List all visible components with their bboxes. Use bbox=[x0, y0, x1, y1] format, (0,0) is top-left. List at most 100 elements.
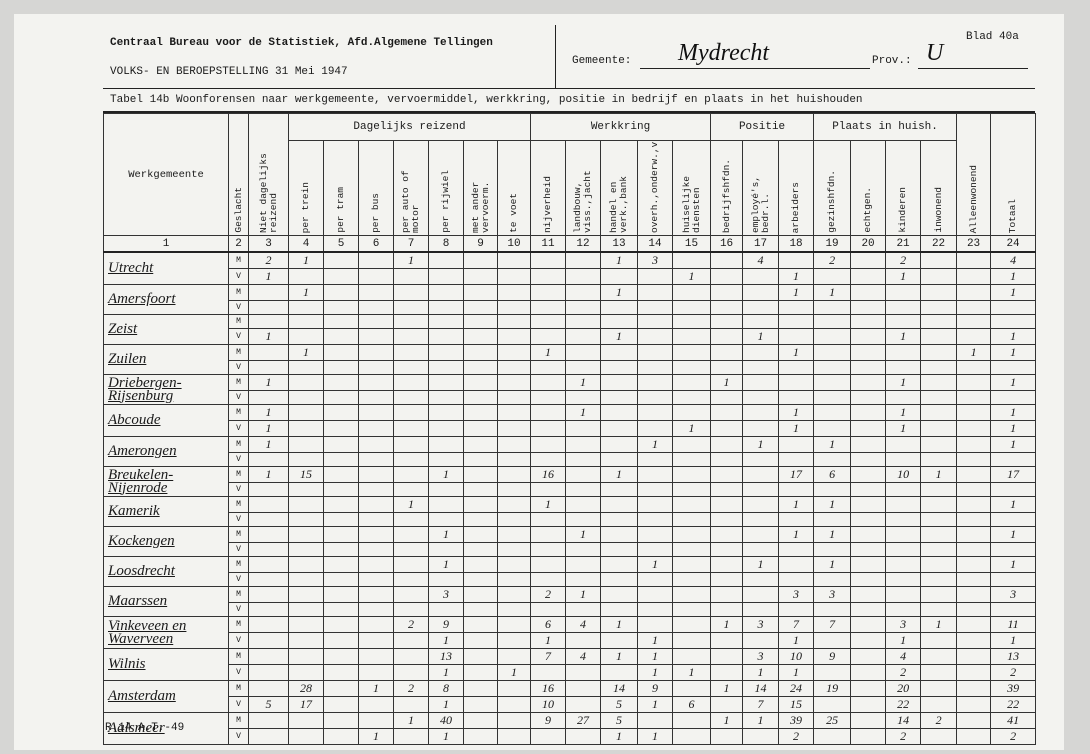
value-cell: 1 bbox=[742, 328, 780, 345]
value-cell bbox=[600, 390, 639, 405]
value-cell bbox=[813, 328, 852, 345]
value-cell bbox=[885, 436, 922, 453]
value-cell bbox=[850, 300, 887, 315]
value-cell bbox=[248, 602, 289, 617]
value-cell bbox=[956, 452, 992, 467]
value-cell bbox=[463, 586, 498, 603]
value-cell: 7 bbox=[742, 696, 780, 713]
column-label: landbouw, viss.,jacht bbox=[572, 170, 594, 233]
value-cell bbox=[600, 268, 639, 285]
column-header: met ander vervoerm. bbox=[463, 140, 498, 236]
value-cell bbox=[850, 542, 887, 557]
geslacht: V bbox=[228, 572, 249, 587]
value-cell: 1 bbox=[990, 284, 1037, 301]
value-cell: 1 bbox=[428, 632, 464, 649]
header-row: Werkgemeente Geslacht Niet dagelijks reize… bbox=[103, 113, 1037, 236]
value-cell bbox=[600, 360, 639, 375]
value-cell: 1 bbox=[428, 696, 464, 713]
werkgemeente: Vinkeveen en Waverveen bbox=[103, 616, 229, 649]
value-cell bbox=[742, 268, 780, 285]
prov: U bbox=[926, 40, 944, 66]
value-cell bbox=[637, 466, 674, 483]
value-cell bbox=[710, 452, 744, 467]
value-cell bbox=[850, 632, 887, 649]
value-cell bbox=[637, 452, 674, 467]
value-cell: 1 bbox=[885, 328, 922, 345]
value-cell bbox=[742, 632, 780, 649]
column-number: 10 bbox=[496, 235, 532, 253]
value-cell bbox=[288, 512, 324, 527]
column-label: per auto of motor bbox=[400, 170, 421, 233]
value-cell: 1 bbox=[637, 664, 674, 681]
value-cell bbox=[393, 696, 429, 713]
value-cell bbox=[248, 648, 289, 665]
value-cell bbox=[496, 602, 532, 617]
value-cell bbox=[288, 436, 324, 453]
value-cell bbox=[637, 420, 674, 437]
column-header: Werkgemeente bbox=[103, 113, 229, 236]
value-cell: 5 bbox=[600, 712, 639, 729]
value-cell bbox=[248, 616, 289, 633]
value-cell bbox=[358, 452, 394, 467]
column-number: 8 bbox=[428, 235, 464, 253]
value-cell bbox=[358, 616, 394, 633]
data-row: Aalsmeer M 1 40 9 27 5 1 1 39 25 14 2 41 bbox=[103, 712, 1037, 745]
value-cell bbox=[463, 268, 498, 285]
value-cell: 1 bbox=[248, 436, 289, 453]
value-cell bbox=[358, 314, 394, 329]
data-row: V bbox=[104, 300, 1037, 315]
value-cell bbox=[393, 436, 429, 453]
column-label: echtgen. bbox=[862, 187, 874, 233]
value-cell: 28 bbox=[288, 680, 324, 697]
geslacht: V bbox=[228, 300, 249, 315]
geslacht: M bbox=[228, 680, 249, 697]
data-row: Driebergen-Rijsenburg M 1 1 1 1 1 bbox=[103, 374, 1037, 405]
value-cell bbox=[248, 728, 289, 745]
data-row: Maarssen M 3 2 1 3 3 3 bbox=[103, 586, 1037, 617]
value-cell: 1 bbox=[920, 616, 958, 633]
value-cell: 1 bbox=[885, 268, 922, 285]
value-cell bbox=[358, 602, 394, 617]
column-number: 14 bbox=[637, 235, 674, 253]
value-cell: 6 bbox=[672, 696, 712, 713]
value-cell bbox=[565, 314, 602, 329]
value-cell: 1 bbox=[288, 344, 324, 361]
value-cell bbox=[463, 728, 498, 745]
value-cell bbox=[850, 404, 887, 421]
value-cell bbox=[463, 602, 498, 617]
value-cell bbox=[565, 452, 602, 467]
value-cell bbox=[463, 436, 498, 453]
value-cell: 9 bbox=[428, 616, 464, 633]
value-cell bbox=[778, 360, 815, 375]
value-cell bbox=[850, 556, 887, 573]
value-cell bbox=[288, 314, 324, 329]
value-cell bbox=[358, 360, 394, 375]
value-cell bbox=[778, 482, 815, 497]
value-cell bbox=[393, 526, 429, 543]
value-cell bbox=[393, 466, 429, 483]
value-cell bbox=[778, 300, 815, 315]
value-cell bbox=[530, 314, 567, 329]
value-cell bbox=[496, 728, 532, 745]
census: VOLKS- EN BEROEPSTELLING 31 Mei 1947 bbox=[110, 66, 348, 78]
gemeente-label: Gemeente: bbox=[572, 55, 632, 67]
value-cell bbox=[463, 466, 498, 483]
data-row: V bbox=[104, 512, 1037, 527]
value-cell bbox=[956, 314, 992, 329]
value-cell bbox=[530, 300, 567, 315]
value-cell bbox=[496, 404, 532, 421]
value-cell bbox=[496, 482, 532, 497]
prov-label: Prov.: bbox=[872, 55, 912, 67]
value-cell bbox=[496, 314, 532, 329]
column-label: Totaal bbox=[1007, 198, 1019, 233]
column-header: inwonend bbox=[920, 140, 958, 236]
value-cell: 1 bbox=[778, 420, 815, 437]
value-cell: 2 bbox=[885, 251, 922, 269]
column-header: overh.,onderw.,vr.b. bbox=[637, 140, 674, 236]
value-cell bbox=[496, 390, 532, 405]
value-cell bbox=[672, 512, 712, 527]
value-cell bbox=[428, 542, 464, 557]
value-cell bbox=[323, 482, 359, 497]
value-cell: 1 bbox=[530, 496, 567, 513]
value-cell bbox=[778, 314, 815, 329]
